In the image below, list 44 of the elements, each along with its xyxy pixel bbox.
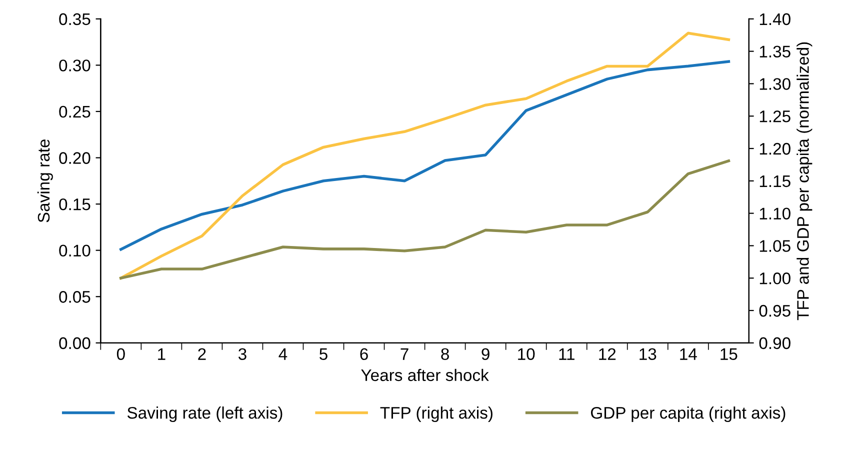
y2-axis-title: TFP and GDP per capita (normalized) [796, 42, 812, 320]
x-tick-label: 15 [720, 348, 738, 360]
line-series [120, 159, 730, 280]
y-tick-label: 0.05 [59, 291, 90, 303]
x-tick-label: 6 [360, 348, 368, 360]
y2-tick-label: 0.90 [759, 337, 790, 350]
line-series [120, 60, 730, 251]
y2-tick-label: 1.05 [760, 240, 790, 252]
y-tick-label: 0.00 [59, 337, 90, 350]
y2-tick-label: 1.30 [760, 78, 790, 90]
x-tick-label: 9 [482, 348, 490, 360]
line-series [120, 32, 730, 280]
y-axis-title: Saving rate [37, 139, 53, 222]
x-tick-label: 5 [320, 348, 328, 360]
y-tick-label: 0.20 [59, 152, 90, 164]
legend-label: Saving rate (left axis) [127, 406, 282, 422]
x-tick-label: 8 [441, 348, 449, 360]
x-tick-label: 13 [640, 348, 656, 360]
x-tick-label: 1 [158, 348, 166, 360]
y2-tick-label: 1.10 [760, 208, 790, 220]
legend-label: GDP per capita (right axis) [591, 406, 786, 422]
y-tick-label: 0.15 [59, 198, 90, 210]
y2-tick-label: 1.35 [760, 46, 790, 58]
x-tick-label: 0 [116, 348, 125, 360]
x-tick-label: 14 [680, 348, 697, 360]
x-tick-label: 4 [278, 348, 288, 360]
x-tick-label: 10 [518, 348, 535, 360]
y2-tick-label: 1.25 [760, 110, 790, 122]
x-tick-label: 3 [238, 348, 246, 360]
y-tick-label: 0.10 [59, 244, 90, 257]
y2-tick-label: 1.40 [760, 13, 790, 26]
x-tick-label: 7 [400, 348, 408, 360]
x-tick-label: 2 [198, 348, 206, 360]
y2-tick-label: 1.20 [760, 142, 790, 155]
x-tick-label: 11 [559, 348, 574, 360]
legend-label: TFP (right axis) [380, 406, 492, 422]
y2-tick-label: 0.95 [759, 304, 790, 317]
x-axis-title: Years after shock [361, 368, 489, 382]
y2-tick-label: 1.15 [760, 175, 790, 188]
y-tick-label: 0.35 [59, 13, 90, 26]
x-tick-label: 12 [599, 348, 616, 360]
y-tick-label: 0.25 [59, 106, 90, 118]
y-tick-label: 0.30 [59, 60, 90, 72]
y2-tick-label: 1.00 [760, 272, 790, 284]
